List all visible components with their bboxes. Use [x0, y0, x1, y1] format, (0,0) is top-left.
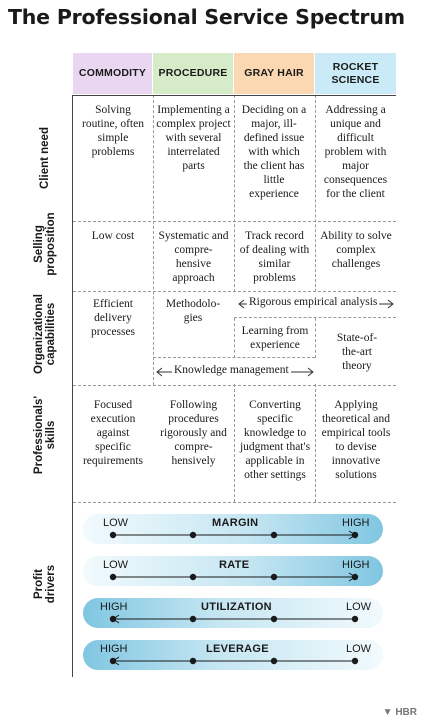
cell-divider — [153, 357, 315, 358]
column-header-rocket-science: ROCKET SCIENCE — [315, 53, 396, 94]
cell-client-need-procedure: Implementing a complex project with seve… — [156, 104, 231, 172]
cell-skills-rocket-science: Applying theoretical and empirical tools… — [321, 399, 391, 481]
column-divider — [234, 95, 235, 292]
column-divider — [153, 95, 154, 385]
column-header-gray-hair: GRAY HAIR — [234, 53, 314, 94]
leverage-arrow — [109, 656, 359, 666]
row-divider — [73, 385, 396, 386]
row-label-divider — [72, 95, 73, 677]
column-divider — [234, 318, 235, 358]
utilization-high-label: HIGH — [100, 601, 128, 613]
cell-skills-gray-hair: Converting specific knowledge to judgmen… — [239, 399, 311, 481]
column-divider — [315, 384, 316, 502]
cell-selling-rocket-science: Ability to solve complex challenges — [320, 230, 392, 270]
column-header-procedure: PROCEDURE — [153, 53, 233, 94]
cell-client-need-commodity: Solving routine, often simple problems — [82, 104, 144, 158]
column-divider — [315, 95, 316, 292]
profit-bar-utilization — [83, 598, 383, 628]
page-title: The Professional Service Spectrum — [8, 5, 405, 29]
margin-title: MARGIN — [212, 517, 259, 529]
knowledge-management-label: Knowledge management — [172, 364, 291, 376]
column-divider — [315, 318, 316, 358]
margin-low-label: LOW — [103, 517, 129, 529]
column-label: ROCKET SCIENCE — [331, 61, 380, 86]
cell-org-learning: Learning from experience — [241, 325, 309, 351]
rigorous-analysis-label: Rigorous empirical analysis — [247, 296, 380, 308]
cell-skills-procedure: Following procedures rigorously and comp… — [160, 399, 227, 467]
rate-title: RATE — [219, 559, 250, 571]
column-divider — [234, 384, 235, 502]
column-label: GRAY HAIR — [244, 67, 304, 80]
cell-selling-procedure: Systematic and compre-hensive approach — [158, 230, 229, 284]
profit-bar-rate — [83, 556, 383, 586]
rate-high-label: HIGH — [342, 559, 370, 571]
utilization-title: UTILIZATION — [201, 601, 272, 613]
cell-org-state-of-the-art: State-of-the-art theory — [336, 332, 378, 372]
cell-selling-gray-hair: Track record of dealing with similar pro… — [239, 230, 310, 284]
cell-divider — [234, 317, 396, 318]
brand-text: HBR — [395, 707, 417, 718]
cell-selling-commodity: Low cost — [91, 230, 135, 242]
row-divider — [73, 502, 396, 503]
header-rule — [73, 95, 396, 96]
rate-low-label: LOW — [103, 559, 129, 571]
cell-client-need-gray-hair: Deciding on a major, ill-defined issue w… — [241, 104, 307, 200]
leverage-high-label: HIGH — [100, 643, 128, 655]
cell-skills-commodity: Focused execution against specific requi… — [82, 399, 144, 467]
cell-client-need-rocket-science: Addressing a unique and difficult proble… — [323, 104, 388, 200]
utilization-low-label: LOW — [346, 601, 372, 613]
cell-org-commodity: Efficient delivery processes — [90, 298, 136, 338]
shield-icon: ▼ — [382, 707, 393, 718]
leverage-low-label: LOW — [346, 643, 372, 655]
brand-logo: ▼ HBR — [383, 707, 417, 718]
profit-bar-leverage — [83, 640, 383, 670]
margin-arrow — [109, 530, 359, 540]
column-header-commodity: COMMODITY — [73, 53, 152, 94]
leverage-title: LEVERAGE — [206, 643, 269, 655]
profit-bar-margin — [83, 514, 383, 544]
column-label: COMMODITY — [78, 67, 147, 80]
cell-org-procedure: Methodolo-gies — [165, 298, 221, 324]
row-divider — [73, 221, 396, 222]
column-label: PROCEDURE — [158, 67, 228, 80]
row-divider — [73, 291, 396, 292]
rate-arrow — [109, 572, 359, 582]
margin-high-label: HIGH — [342, 517, 370, 529]
utilization-arrow — [109, 614, 359, 624]
